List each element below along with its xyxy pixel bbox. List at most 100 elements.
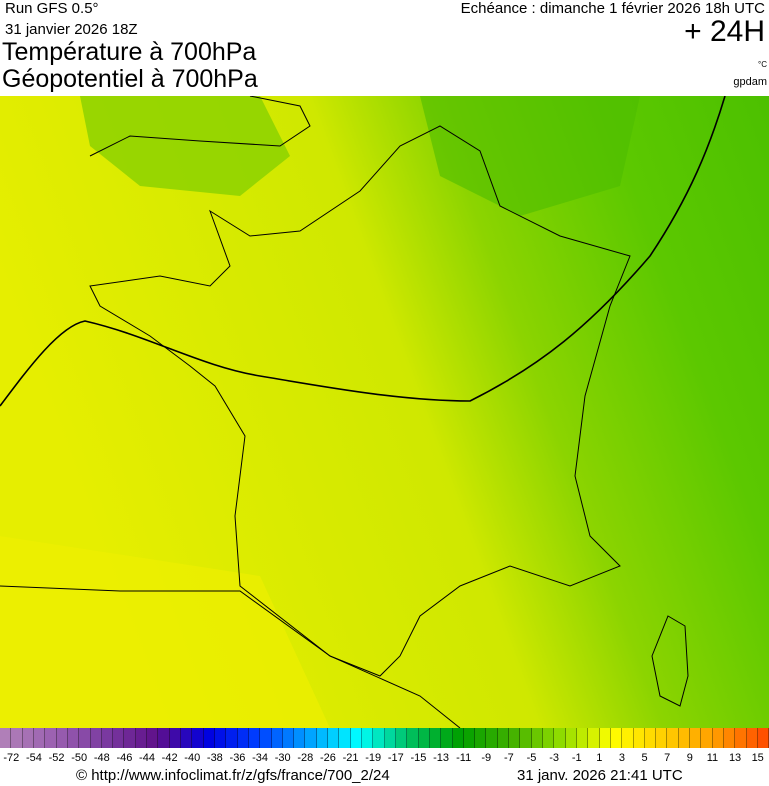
title-temperature: Température à 700hPa bbox=[2, 38, 257, 66]
colorbar-cell bbox=[339, 728, 351, 748]
colorbar-label: -50 bbox=[71, 752, 88, 764]
colorbar-cell bbox=[565, 728, 577, 748]
colorbar-labels: -72 -54 -52 -50 -48 -46 -44 -42 -40 -38 -36 -34 -30-… bbox=[0, 752, 769, 766]
colorbar-cell bbox=[712, 728, 724, 748]
colorbar-cell bbox=[486, 728, 498, 748]
colorbar-cell bbox=[656, 728, 668, 748]
colorbar-label: -15 bbox=[410, 752, 427, 764]
colorbar-cell bbox=[226, 728, 238, 748]
source-url: © http://www.infoclimat.fr/z/gfs/france/… bbox=[76, 767, 390, 784]
colorbar-cell bbox=[429, 728, 442, 748]
colorbar-cell bbox=[135, 728, 148, 748]
colorbar-cell bbox=[678, 728, 691, 748]
colorbar-label: -7 bbox=[504, 752, 514, 764]
colorbar-cell bbox=[113, 728, 125, 748]
colorbar-cell bbox=[531, 728, 543, 748]
colorbar-label: 9 bbox=[686, 752, 693, 764]
colorbar-label: -1 bbox=[571, 752, 582, 764]
colorbar-label: 13 bbox=[728, 752, 742, 764]
forecast-map bbox=[0, 96, 769, 728]
colorbar-cell bbox=[79, 728, 91, 748]
colorbar-cell bbox=[45, 728, 57, 748]
colorbar-cell bbox=[192, 728, 204, 748]
colorbar-cell bbox=[373, 728, 385, 748]
colorbar-label: -3 bbox=[549, 752, 560, 764]
colorbar-label: -72 bbox=[3, 752, 20, 764]
colorbar-cell bbox=[509, 728, 521, 748]
colorbar-cell bbox=[305, 728, 317, 748]
colorbar-cell bbox=[158, 728, 170, 748]
lead-time: + 24H bbox=[684, 15, 765, 48]
colorbar-label: 11 bbox=[706, 752, 719, 764]
colorbar-label: 1 bbox=[596, 752, 603, 764]
colorbar-cell bbox=[543, 728, 555, 748]
colorbar-cell bbox=[350, 728, 362, 748]
colorbar-cell bbox=[101, 728, 114, 748]
colorbar-label: -26 bbox=[320, 752, 336, 764]
colorbar-label: -52 bbox=[48, 752, 65, 764]
run-label: Run GFS 0.5° bbox=[5, 0, 99, 17]
colorbar-label: 5 bbox=[641, 752, 648, 764]
colorbar-cell bbox=[452, 728, 464, 748]
colorbar-label: -11 bbox=[456, 752, 472, 764]
colorbar-cell bbox=[746, 728, 758, 748]
colorbar-label: -40 bbox=[184, 752, 201, 764]
colorbar-cell bbox=[599, 728, 611, 748]
colorbar-cell bbox=[260, 728, 272, 748]
unit-temperature: °C bbox=[758, 60, 767, 69]
colorbar-cell bbox=[418, 728, 430, 748]
colorbar-cell bbox=[282, 728, 295, 748]
colorbar-cell bbox=[33, 728, 46, 748]
colorbar-label: -44 bbox=[139, 752, 155, 764]
colorbar-cell bbox=[633, 728, 645, 748]
colorbar-cell bbox=[147, 728, 159, 748]
colorbar-label: 3 bbox=[618, 752, 626, 764]
colorbar-label: -36 bbox=[229, 752, 246, 764]
colorbar-label: -48 bbox=[93, 752, 110, 764]
colorbar-cell bbox=[0, 728, 12, 748]
run-date: 31 janvier 2026 18Z bbox=[5, 21, 138, 38]
colorbar-cell bbox=[701, 728, 713, 748]
colorbar-cell bbox=[181, 728, 193, 748]
colorbar-cell bbox=[463, 728, 476, 748]
valid-time: Echéance : dimanche 1 février 2026 18h U… bbox=[460, 0, 765, 17]
isohypse-contour bbox=[0, 96, 726, 407]
colorbar-cell bbox=[441, 728, 453, 748]
cold-pocket-northeast bbox=[420, 96, 640, 216]
colorbar-label: -42 bbox=[161, 752, 178, 764]
title-geopotential: Géopotentiel à 700hPa bbox=[2, 65, 258, 93]
colorbar-cell bbox=[576, 728, 589, 748]
colorbar-cell bbox=[362, 728, 374, 748]
colorbar-cell bbox=[520, 728, 532, 748]
colorbar-label: -19 bbox=[365, 752, 382, 764]
colorbar-cell bbox=[248, 728, 261, 748]
colorbar-cell bbox=[407, 728, 419, 748]
colorbar-cell bbox=[214, 728, 227, 748]
colorbar-cell bbox=[588, 728, 600, 748]
colorbar-cell bbox=[169, 728, 181, 748]
colorbar-cell bbox=[90, 728, 102, 748]
unit-geopotential: gpdam bbox=[733, 76, 767, 88]
colorbar-cell bbox=[757, 728, 769, 748]
colorbar-cell bbox=[294, 728, 306, 748]
colorbar-label: -34 bbox=[252, 752, 269, 764]
cold-pocket-north bbox=[80, 96, 290, 196]
uk-coastline bbox=[89, 96, 311, 157]
colorbar-cell bbox=[203, 728, 215, 748]
colorbar-cell bbox=[622, 728, 634, 748]
colorbar-cell bbox=[610, 728, 623, 748]
colorbar-cell bbox=[644, 728, 657, 748]
corsica bbox=[651, 615, 689, 707]
colorbar-cell bbox=[237, 728, 249, 748]
france-coastline bbox=[89, 125, 631, 677]
colorbar-label: -28 bbox=[297, 752, 314, 764]
colorbar-cell bbox=[11, 728, 23, 748]
colorbar-cell bbox=[56, 728, 68, 748]
colorbar-cell bbox=[271, 728, 283, 748]
warm-southwest bbox=[0, 536, 330, 728]
colorbar-cell bbox=[724, 728, 736, 748]
colorbar-label: -17 bbox=[387, 752, 404, 764]
colorbar-cell bbox=[395, 728, 408, 748]
colorbar-cell bbox=[497, 728, 510, 748]
